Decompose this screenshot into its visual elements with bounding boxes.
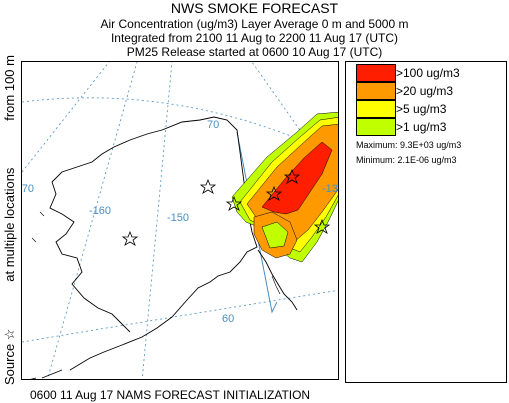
legend-label: >20 ug/m3 [396, 84, 454, 98]
source-side-label: Source ☆ at multiple locations from 100 … [2, 55, 18, 385]
plume-lobe-core [261, 221, 289, 249]
source-star [313, 218, 331, 234]
legend-swatch [356, 82, 396, 100]
legend-swatch [356, 100, 396, 118]
legend-item: >5 ug/m3 [356, 100, 446, 118]
legend-swatch [356, 64, 396, 82]
map-canvas: 70 -170 -160 -150 60 -130 [22, 62, 339, 379]
source-marker-label: Source ☆ [2, 328, 17, 385]
source-star [265, 185, 283, 201]
lon-label-160: -160 [89, 205, 111, 217]
release-height-label: from 100 m [2, 55, 17, 121]
lon-label-150: -150 [167, 212, 189, 224]
lon-label-130: -130 [322, 183, 339, 195]
legend-swatch [356, 118, 396, 136]
legend-item: >100 ug/m3 [356, 64, 460, 82]
legend-label: >1 ug/m3 [396, 120, 447, 134]
release-subtitle: PM25 Release started at 0600 10 Aug 17 (… [126, 45, 383, 59]
source-star [225, 195, 243, 211]
legend-label: >100 ug/m3 [396, 66, 460, 80]
legend-maximum: Maximum: 9.3E+03 ug/m3 [356, 140, 462, 150]
legend-minimum: Minimum: 2.1E-06 ug/m3 [356, 155, 457, 165]
legend-item: >1 ug/m3 [356, 118, 446, 136]
aleutian-islands [30, 369, 63, 379]
concentration-legend: >100 ug/m3 >20 ug/m3 >5 ug/m3 >1 ug/m3 M… [345, 61, 507, 383]
plume-contour-100 [261, 141, 333, 215]
coastal-islands [31, 211, 281, 295]
forecast-initialization-footer: 0600 11 Aug 17 NAMS FORECAST INITIALIZAT… [30, 388, 311, 402]
legend-label: >5 ug/m3 [396, 102, 447, 116]
smoke-plume [231, 111, 338, 263]
lat-label-70: 70 [207, 119, 219, 131]
source-star [121, 230, 139, 246]
lon-label-170: -170 [22, 183, 34, 195]
source-star [283, 168, 301, 184]
legend-item: >20 ug/m3 [356, 82, 453, 100]
lat-label-60: 60 [222, 313, 234, 325]
map-title: NWS SMOKE FORECAST [170, 0, 339, 16]
smoke-map: 70 -170 -160 -150 60 -130 [21, 61, 339, 380]
source-star [199, 178, 217, 194]
source-markers [121, 168, 331, 246]
concentration-subtitle: Air Concentration (ug/m3) Layer Average … [100, 17, 409, 31]
locations-label: at multiple locations [2, 167, 17, 282]
integration-subtitle: Integrated from 2100 11 Aug to 2200 11 A… [110, 31, 399, 45]
